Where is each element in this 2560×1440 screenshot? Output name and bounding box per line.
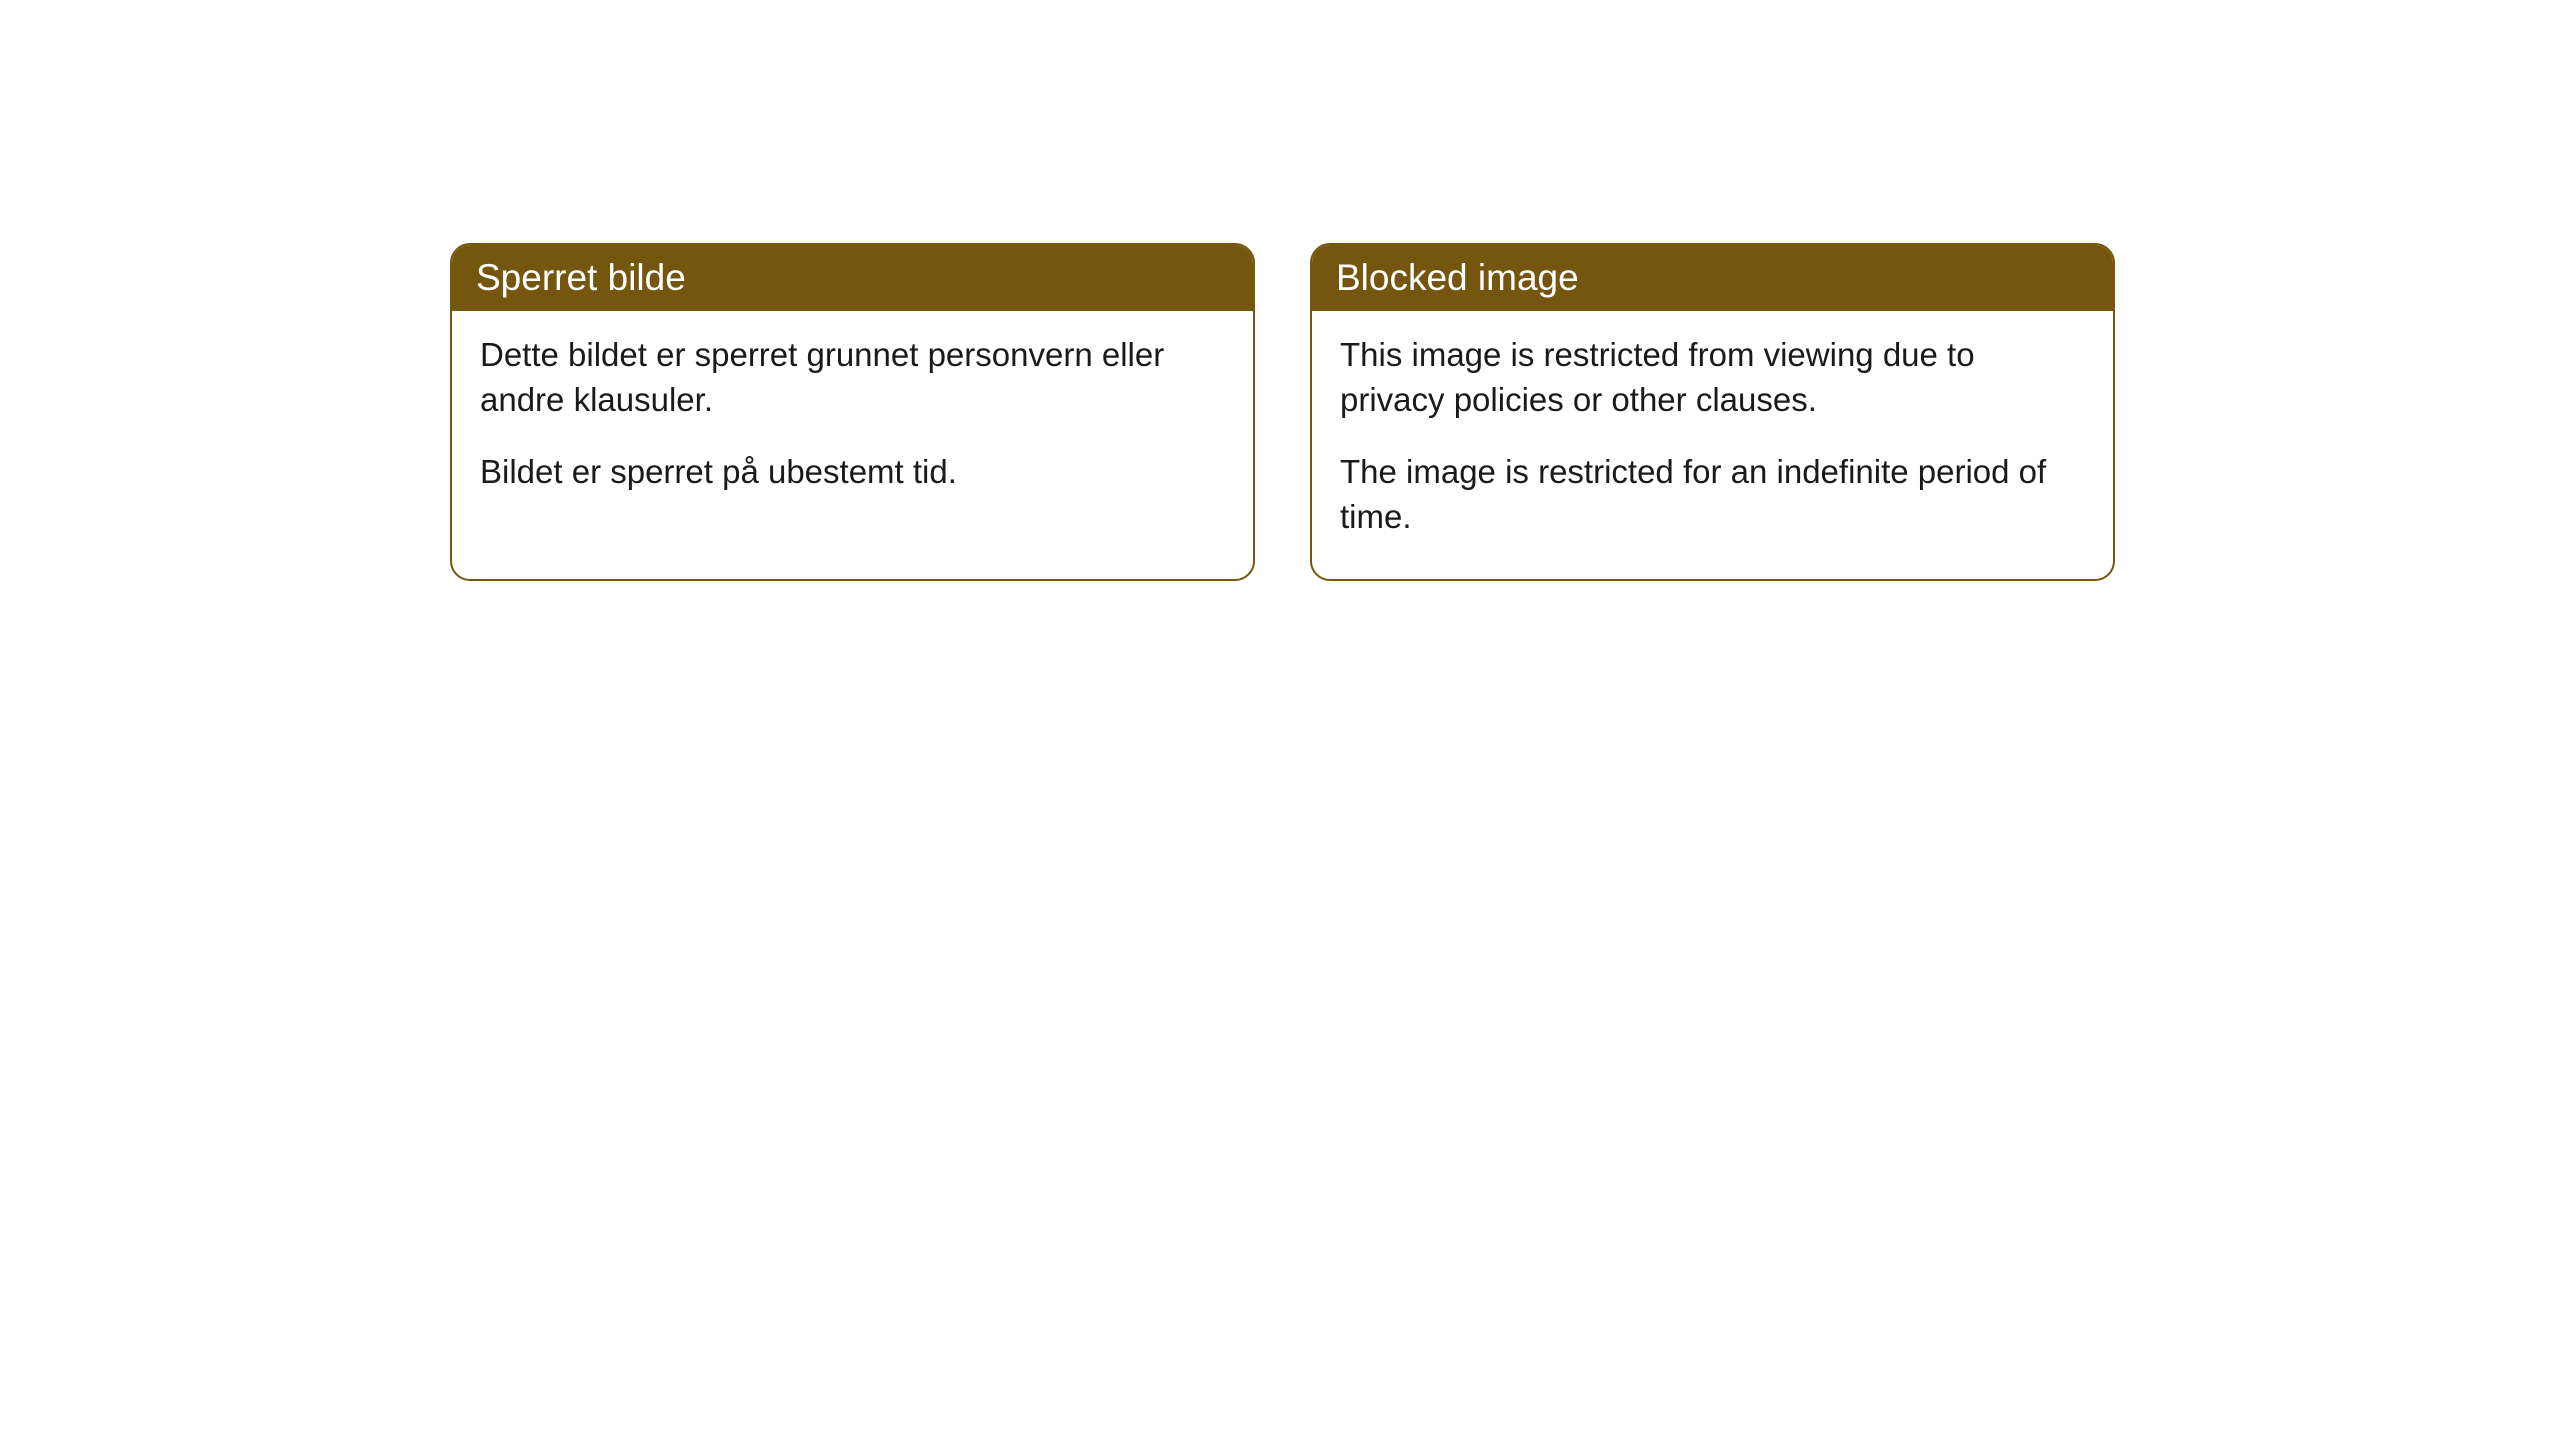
card-body: This image is restricted from viewing du… [1312,311,2113,579]
notice-paragraph: The image is restricted for an indefinit… [1340,450,2085,539]
card-body: Dette bildet er sperret grunnet personve… [452,311,1253,535]
notice-paragraph: Bildet er sperret på ubestemt tid. [480,450,1225,495]
card-header: Sperret bilde [452,245,1253,311]
card-header: Blocked image [1312,245,2113,311]
notice-card-norwegian: Sperret bilde Dette bildet er sperret gr… [450,243,1255,581]
notice-paragraph: This image is restricted from viewing du… [1340,333,2085,422]
notice-card-english: Blocked image This image is restricted f… [1310,243,2115,581]
notice-paragraph: Dette bildet er sperret grunnet personve… [480,333,1225,422]
notice-cards-container: Sperret bilde Dette bildet er sperret gr… [450,243,2115,581]
